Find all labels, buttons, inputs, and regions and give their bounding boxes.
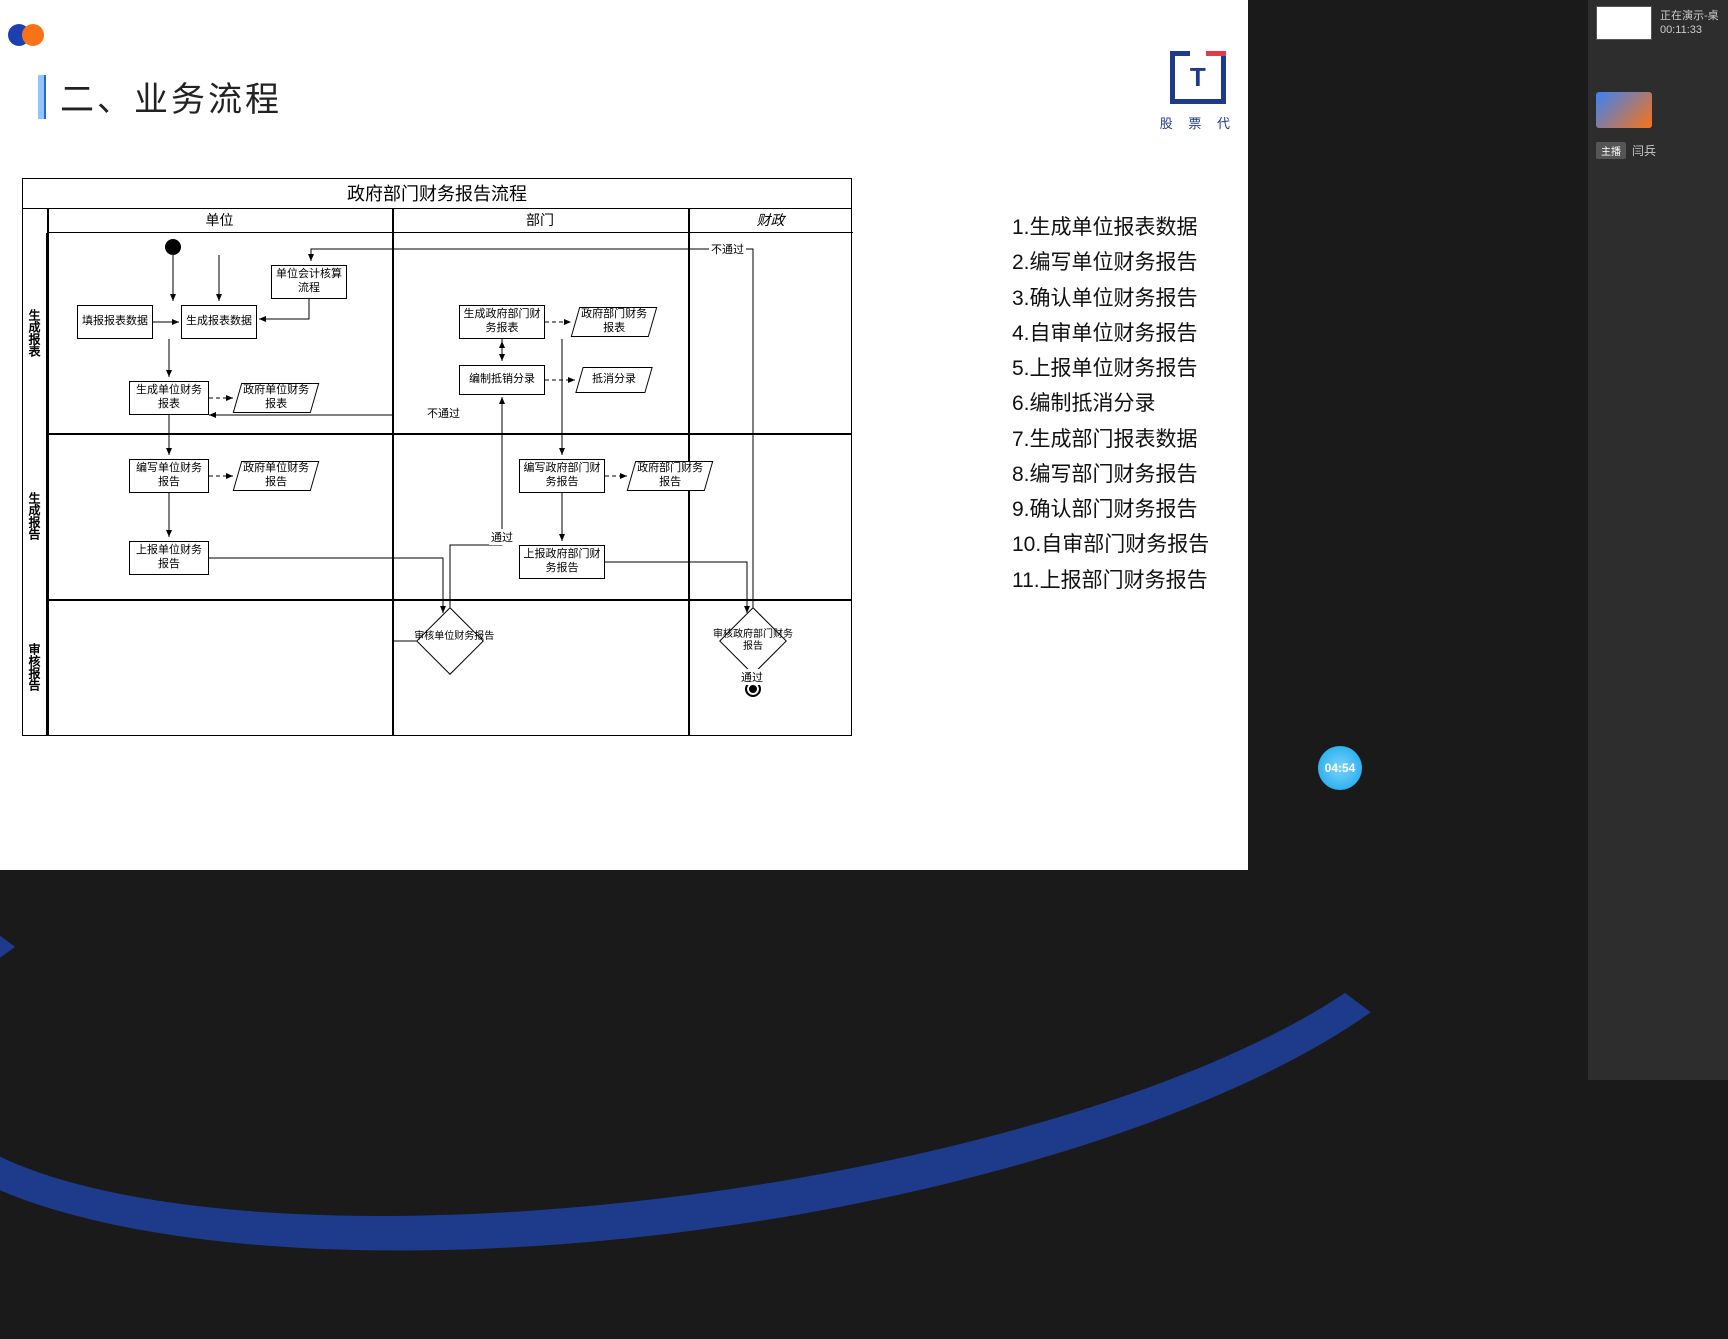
node-write-unit: 编写单位财务报告 <box>129 459 209 493</box>
doc-dept-rpt: 政府部门财务报表 <box>571 307 658 337</box>
row-gen-table: 生成报表 <box>23 233 47 433</box>
steps-list: 1.生成单位报表数据 2.编写单位财务报告 3.确认单位财务报告 4.自审单位财… <box>1012 210 1209 598</box>
doc-dept-report: 政府部门财务报告 <box>627 461 714 491</box>
host-name: 闫兵 <box>1632 142 1656 159</box>
slide-title-wrap: 二、业务流程 <box>38 72 282 121</box>
presentation-slide: 二、业务流程 T 股 票 代 政府部门财务报告流程 单位 部门 财政 生成报表 … <box>0 0 1248 870</box>
decision-audit-dept: 审核政府部门财务报告 <box>719 607 787 675</box>
step-item: 9.确认部门财务报告 <box>1012 492 1209 527</box>
decision-audit-unit: 审核单位财务报告 <box>416 607 484 675</box>
slide-title: 二、业务流程 <box>60 72 282 121</box>
flowchart: 政府部门财务报告流程 单位 部门 财政 生成报表 生成报告 审核报告 <box>22 178 852 736</box>
lane-finance: 财政 <box>688 209 853 233</box>
camera-feed[interactable] <box>1596 92 1652 128</box>
flowchart-title: 政府部门财务报告流程 <box>23 179 851 209</box>
doc-unit-rpt: 政府单位财务报表 <box>233 383 320 413</box>
label-fail2: 不通过 <box>425 405 462 421</box>
host-row[interactable]: 主播 闫兵 <box>1588 136 1728 165</box>
step-item: 8.编写部门财务报告 <box>1012 457 1209 492</box>
flow-start <box>165 239 181 255</box>
doc-elim: 抵消分录 <box>575 367 652 393</box>
step-item: 4.自审单位财务报告 <box>1012 316 1209 351</box>
present-status: 正在演示-桌 00:11:33 <box>1660 9 1719 38</box>
video-time-badge: 04:54 <box>1318 746 1362 790</box>
node-write-dept: 编写政府部门财务报告 <box>519 459 605 493</box>
company-logo: T 股 票 代 <box>1160 56 1236 132</box>
step-item: 11.上报部门财务报告 <box>1012 563 1209 598</box>
step-item: 5.上报单位财务报告 <box>1012 351 1209 386</box>
row-audit: 审核报告 <box>23 599 47 735</box>
node-submit-dept: 上报政府部门财务报告 <box>519 545 605 579</box>
label-pass2: 通过 <box>739 669 765 685</box>
node-gen-unit-rpt: 生成单位财务报表 <box>129 381 209 415</box>
step-item: 7.生成部门报表数据 <box>1012 422 1209 457</box>
slide-thumbnail <box>1596 6 1652 40</box>
lane-unit: 单位 <box>47 209 392 233</box>
node-gen-data: 生成报表数据 <box>181 305 257 339</box>
step-item: 10.自审部门财务报告 <box>1012 527 1209 562</box>
step-item: 3.确认单位财务报告 <box>1012 281 1209 316</box>
node-fill-data: 填报报表数据 <box>77 305 153 339</box>
step-item: 2.编写单位财务报告 <box>1012 245 1209 280</box>
row-gen-report: 生成报告 <box>23 433 47 599</box>
step-item: 6.编制抵消分录 <box>1012 386 1209 421</box>
node-accounting: 单位会计核算流程 <box>271 265 347 299</box>
host-tag: 主播 <box>1596 142 1626 159</box>
lane-dept: 部门 <box>392 209 688 233</box>
logo-dots <box>8 24 44 46</box>
doc-unit-report: 政府单位财务报告 <box>233 461 320 491</box>
presenting-row[interactable]: 正在演示-桌 00:11:33 <box>1588 0 1728 46</box>
node-submit-unit: 上报单位财务报告 <box>129 541 209 575</box>
node-gen-dept-rpt: 生成政府部门财务报表 <box>459 305 545 339</box>
node-elim-entry: 编制抵销分录 <box>459 365 545 395</box>
label-fail1: 不通过 <box>709 241 746 257</box>
title-accent-bar <box>38 75 46 119</box>
step-item: 1.生成单位报表数据 <box>1012 210 1209 245</box>
participants-panel: 正在演示-桌 00:11:33 主播 闫兵 <box>1588 0 1728 1080</box>
label-pass1: 通过 <box>489 529 515 545</box>
